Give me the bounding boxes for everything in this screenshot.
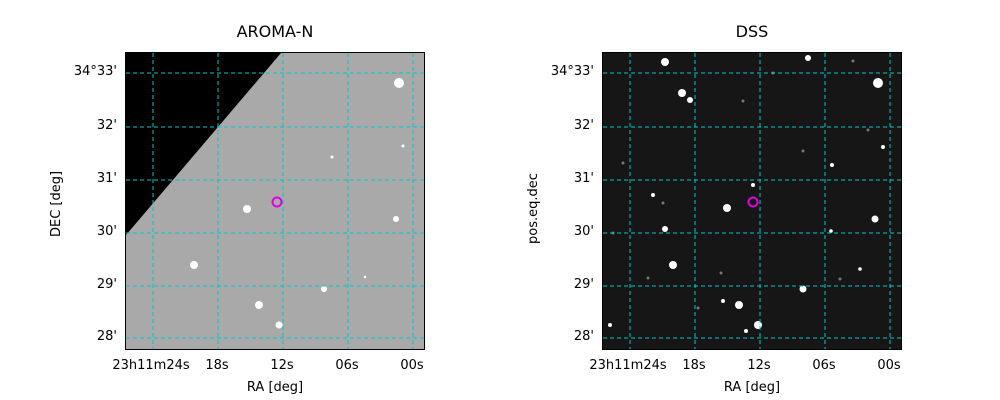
y-tick: 34°33' [550,64,594,79]
sky-image-svg [126,53,424,349]
y-tick: 29' [96,277,117,292]
panel-title: DSS [735,22,769,41]
x-axis-label: RA [deg] [723,380,781,395]
x-tick: 06s [335,358,359,373]
sky-image-dss [602,52,902,350]
panel-dss: DSS [526,22,902,395]
y-tick: 31' [96,171,117,186]
x-tick: 18s [205,358,229,373]
y-tick: 30' [96,224,117,239]
x-tick: 00s [400,358,424,373]
y-tick: 34°33' [73,64,117,79]
x-tick: 18s [682,358,706,373]
target-marker [271,196,283,208]
y-tick: 30' [573,224,594,239]
y-tick: 29' [573,277,594,292]
sky-image-aroma [125,52,425,350]
y-tick: 28' [573,329,594,344]
y-tick: 32' [573,118,594,133]
x-axis-label: RA [deg] [246,380,304,395]
x-tick: 23h11m24s [589,358,667,373]
x-tick: 06s [812,358,836,373]
x-tick: 00s [877,358,901,373]
x-tick: 12s [747,358,771,373]
x-tick: 12s [270,358,294,373]
panel-aroma: AROMA-N [49,22,425,395]
panel-title: AROMA-N [236,22,314,41]
y-tick: 31' [573,171,594,186]
sky-image-svg [603,53,901,349]
y-tick: 32' [96,118,117,133]
x-tick: 23h11m24s [112,358,190,373]
y-tick: 28' [96,329,117,344]
y-axis-label: pos.eq.dec [526,173,541,244]
y-axis-label: DEC [deg] [49,170,64,237]
target-marker [747,196,759,208]
